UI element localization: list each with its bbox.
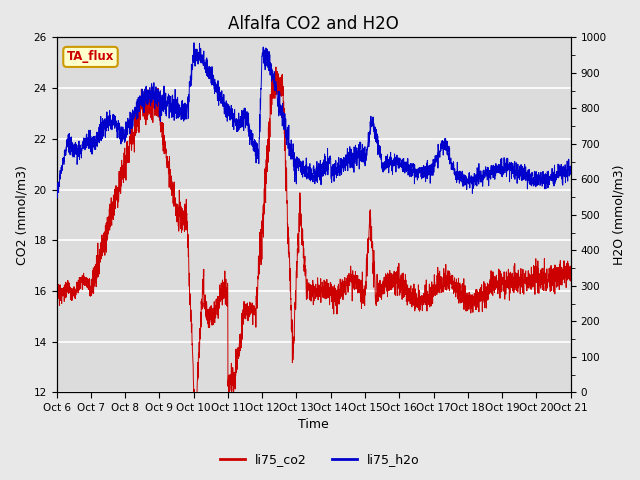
Y-axis label: CO2 (mmol/m3): CO2 (mmol/m3) [15, 165, 28, 265]
X-axis label: Time: Time [298, 419, 329, 432]
Text: TA_flux: TA_flux [67, 50, 114, 63]
Legend: li75_co2, li75_h2o: li75_co2, li75_h2o [215, 448, 425, 471]
Title: Alfalfa CO2 and H2O: Alfalfa CO2 and H2O [228, 15, 399, 33]
Y-axis label: H2O (mmol/m3): H2O (mmol/m3) [612, 165, 625, 265]
